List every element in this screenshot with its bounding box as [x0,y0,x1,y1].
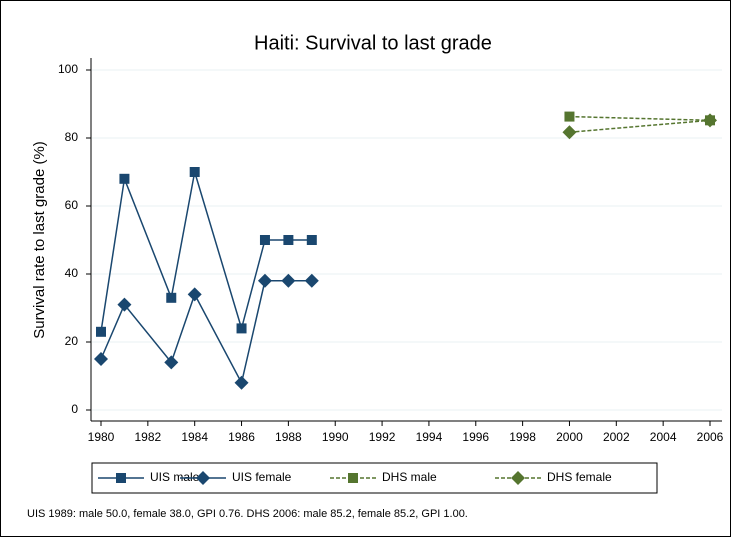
y-axis-label: Survival rate to last grade (%) [31,141,48,339]
series-line [569,115,711,122]
y-tick-label: 60 [65,198,79,212]
marker [117,297,132,312]
x-tick-label: 1980 [88,430,115,444]
marker [119,173,130,184]
x-tick-label: 2002 [603,430,630,444]
marker [189,167,200,177]
marker [234,375,249,390]
y-tick-label: 100 [58,62,78,76]
legend-marker [348,473,358,483]
note: UIS 1989: male 50.0, female 38.0, GPI 0.… [27,508,468,520]
marker [281,273,296,288]
marker [236,323,247,334]
x-tick-label: 1990 [322,430,349,444]
legend-marker [511,471,525,485]
x-tick-label: 1988 [275,430,302,444]
y-tick-label: 80 [65,130,79,144]
marker [164,355,179,370]
marker [306,235,317,245]
legend-label: DHS male [382,470,437,484]
marker [283,235,294,245]
chart-title: Haiti: Survival to last grade [254,32,492,54]
marker [703,113,717,128]
x-tick-label: 1994 [416,430,443,444]
legend-label: DHS female [547,470,612,484]
marker [564,111,575,122]
legend-marker [196,471,210,485]
x-tick-label: 2000 [556,430,583,444]
legend-label: UIS female [232,470,292,484]
x-tick-label: 1992 [369,430,396,444]
marker [94,352,108,366]
x-tick-label: 2004 [650,430,677,444]
y-tick-label: 0 [71,402,78,416]
x-tick-label: 1998 [509,430,536,444]
x-tick-label: 1996 [462,430,489,444]
marker [187,287,202,302]
x-tick-label: 1982 [134,430,161,444]
legend-marker [116,473,126,483]
series-line [569,119,711,133]
marker [166,292,177,303]
y-tick-label: 40 [65,266,79,280]
x-tick-label: 1984 [181,430,208,444]
marker [304,273,319,288]
legend-label: UIS male [150,470,200,484]
marker [562,125,577,140]
marker [257,273,272,288]
marker [259,235,270,245]
x-tick-label: 1986 [228,430,255,444]
marker [96,326,106,337]
y-tick-label: 20 [65,334,79,348]
x-tick-label: 2006 [697,430,724,444]
